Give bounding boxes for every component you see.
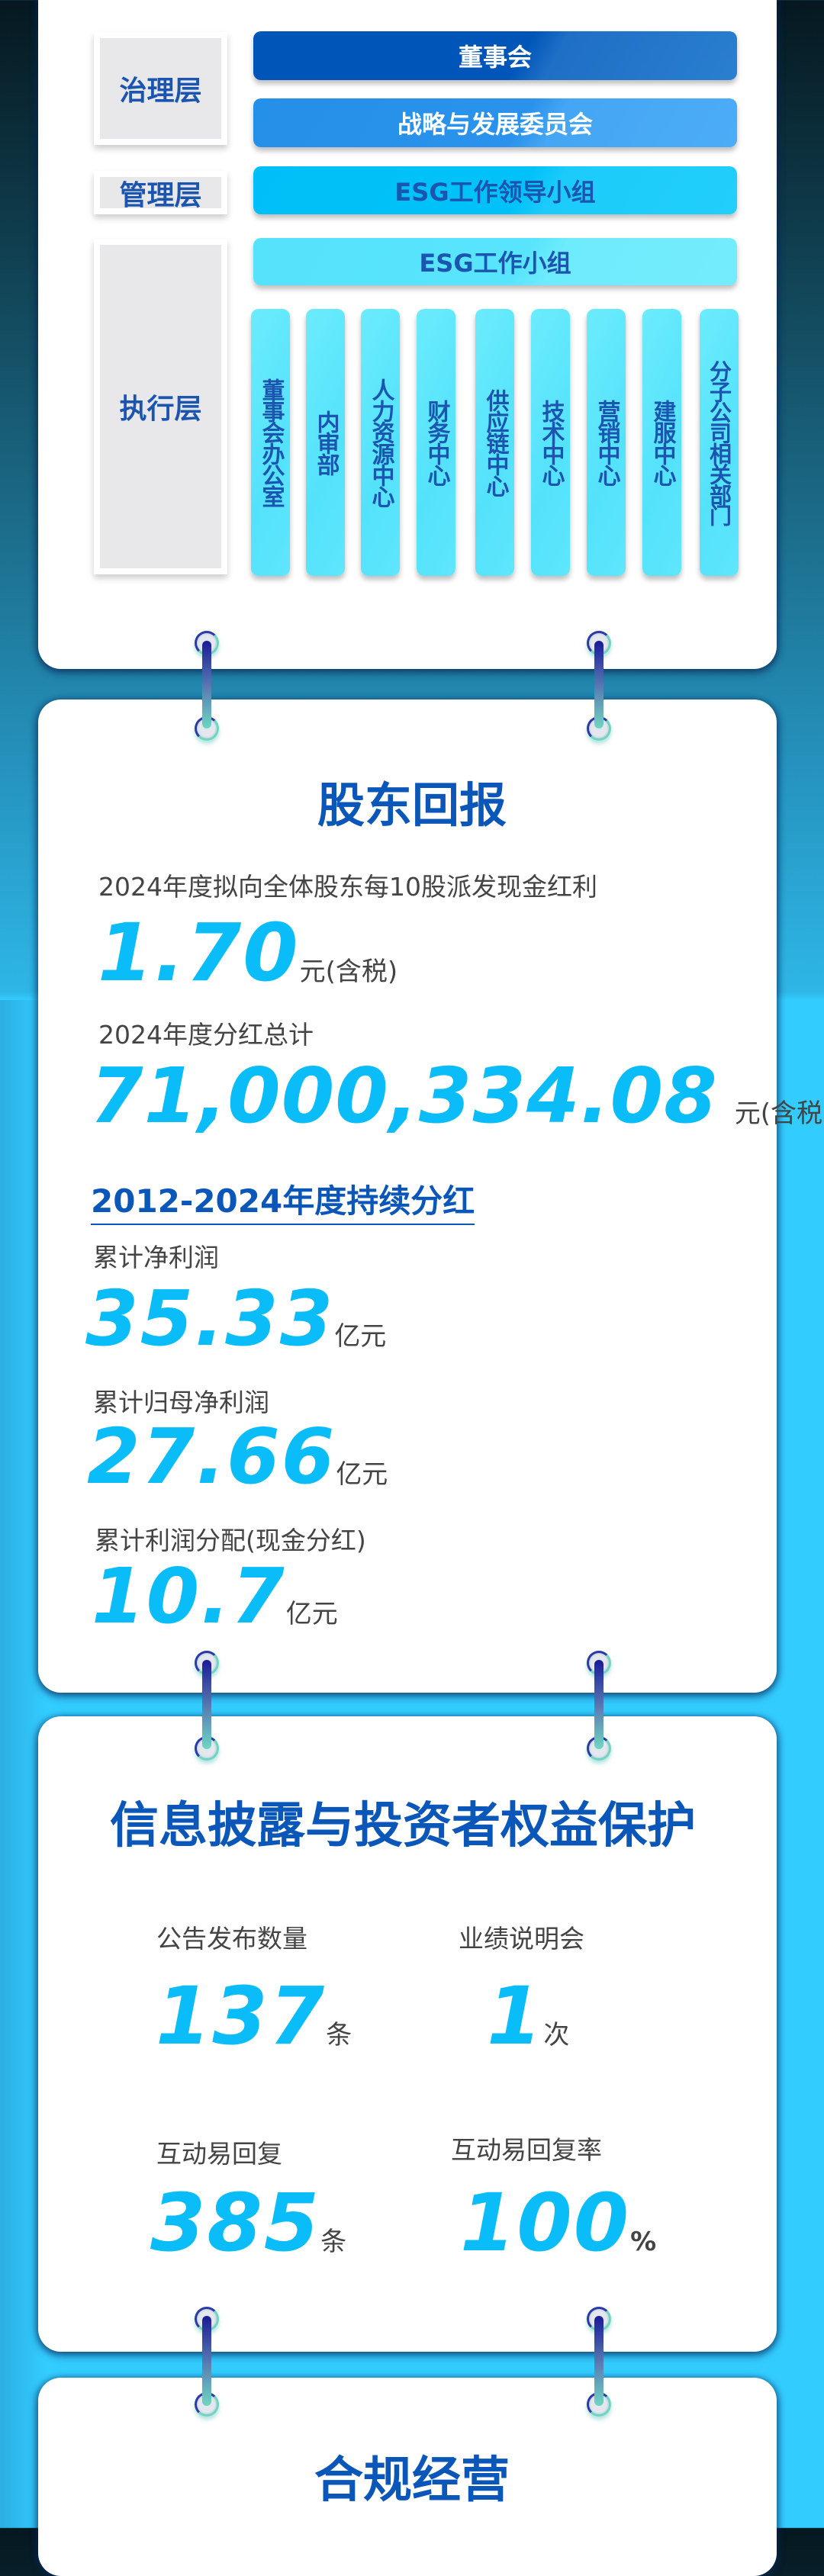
shareholder-title: 股东回报: [317, 777, 507, 833]
stat-unit: 亿元: [334, 1321, 387, 1352]
strategy-committee-box: 战略与发展委员会: [253, 98, 737, 147]
department-column: 人力资源中心: [361, 309, 400, 576]
stat-label: 互动易回复率: [451, 2135, 602, 2165]
department-column: 技术中心: [531, 309, 570, 576]
disclosure-card: [38, 1716, 777, 2352]
stat-label: 累计归母净利润: [93, 1388, 269, 1417]
department-column: 营销中心: [587, 309, 626, 576]
dividend-unit: 元(含税): [299, 957, 398, 987]
binder-rod: [202, 2316, 211, 2406]
stat-number: 137: [156, 1970, 327, 2063]
stat-value: 1次: [487, 1970, 569, 2063]
layer-management: 管理层: [94, 171, 227, 214]
stat-number: 385: [150, 2176, 321, 2269]
board-box: 董事会: [253, 31, 737, 80]
stat-value: 10.7亿元: [92, 1552, 338, 1641]
department-column: 分子公司相关部门: [700, 309, 739, 576]
department-column: 供应链中心: [475, 309, 514, 576]
total-unit: 元(含税): [734, 1098, 824, 1129]
stat-value: 385条: [150, 2176, 346, 2269]
stat-unit: 条: [326, 2020, 352, 2050]
total-number: 71,000,334.08: [90, 1051, 718, 1140]
total-label: 2024年度分红总计: [98, 1020, 314, 1050]
shareholder-return-card: [38, 699, 777, 1693]
binder-rod: [202, 641, 211, 728]
department-column: 建服中心: [642, 309, 681, 576]
stat-label: 累计利润分配(现金分红): [95, 1526, 366, 1555]
stat-number: 1: [487, 1970, 544, 2063]
binder-rod: [202, 1660, 211, 1749]
department-column: 内审部: [306, 309, 345, 576]
layer-execution: 执行层: [94, 239, 227, 574]
stat-value: 100%: [460, 2176, 656, 2269]
stat-number: 27.66: [87, 1412, 336, 1501]
binder-rod: [594, 641, 604, 728]
stat-unit: 亿元: [285, 1599, 338, 1629]
stat-label: 累计净利润: [93, 1243, 219, 1272]
compliance-title: 合规经营: [314, 2452, 510, 2509]
binder-rod: [594, 2316, 604, 2406]
stat-number: 100: [460, 2176, 631, 2269]
stat-value: 35.33亿元: [85, 1274, 386, 1363]
binder-rod: [594, 1660, 604, 1749]
dividend-number: 1.70: [98, 906, 300, 999]
period-title: 2012-2024年度持续分红: [91, 1175, 475, 1225]
stat-number: 10.7: [92, 1552, 286, 1641]
stat-unit: %: [630, 2227, 657, 2257]
stat-label: 互动易回复: [156, 2139, 282, 2169]
disclosure-title: 信息披露与投资者权益保护: [110, 1798, 696, 1854]
stat-label: 公告发布数量: [156, 1924, 307, 1954]
dividend-label: 2024年度拟向全体股东每10股派发现金红利: [98, 872, 597, 902]
stat-value: 137条: [156, 1970, 352, 2063]
stat-label: 业绩说明会: [459, 1924, 584, 1954]
stat-number: 35.33: [85, 1274, 335, 1363]
stat-unit: 条: [320, 2227, 347, 2257]
stat-value: 27.66亿元: [87, 1412, 388, 1501]
dividend-value: 1.70元(含税): [98, 906, 398, 999]
esg-leadership-box: ESG工作领导小组: [253, 166, 737, 214]
layer-governance: 治理层: [94, 32, 227, 145]
total-value: 71,000,334.08 元(含税): [90, 1051, 824, 1140]
stat-unit: 亿元: [336, 1459, 388, 1490]
esg-group-box: ESG工作小组: [253, 238, 737, 285]
department-column: 财务中心: [417, 309, 455, 576]
department-column: 董事会办公室: [251, 309, 290, 576]
stat-unit: 次: [543, 2020, 570, 2050]
